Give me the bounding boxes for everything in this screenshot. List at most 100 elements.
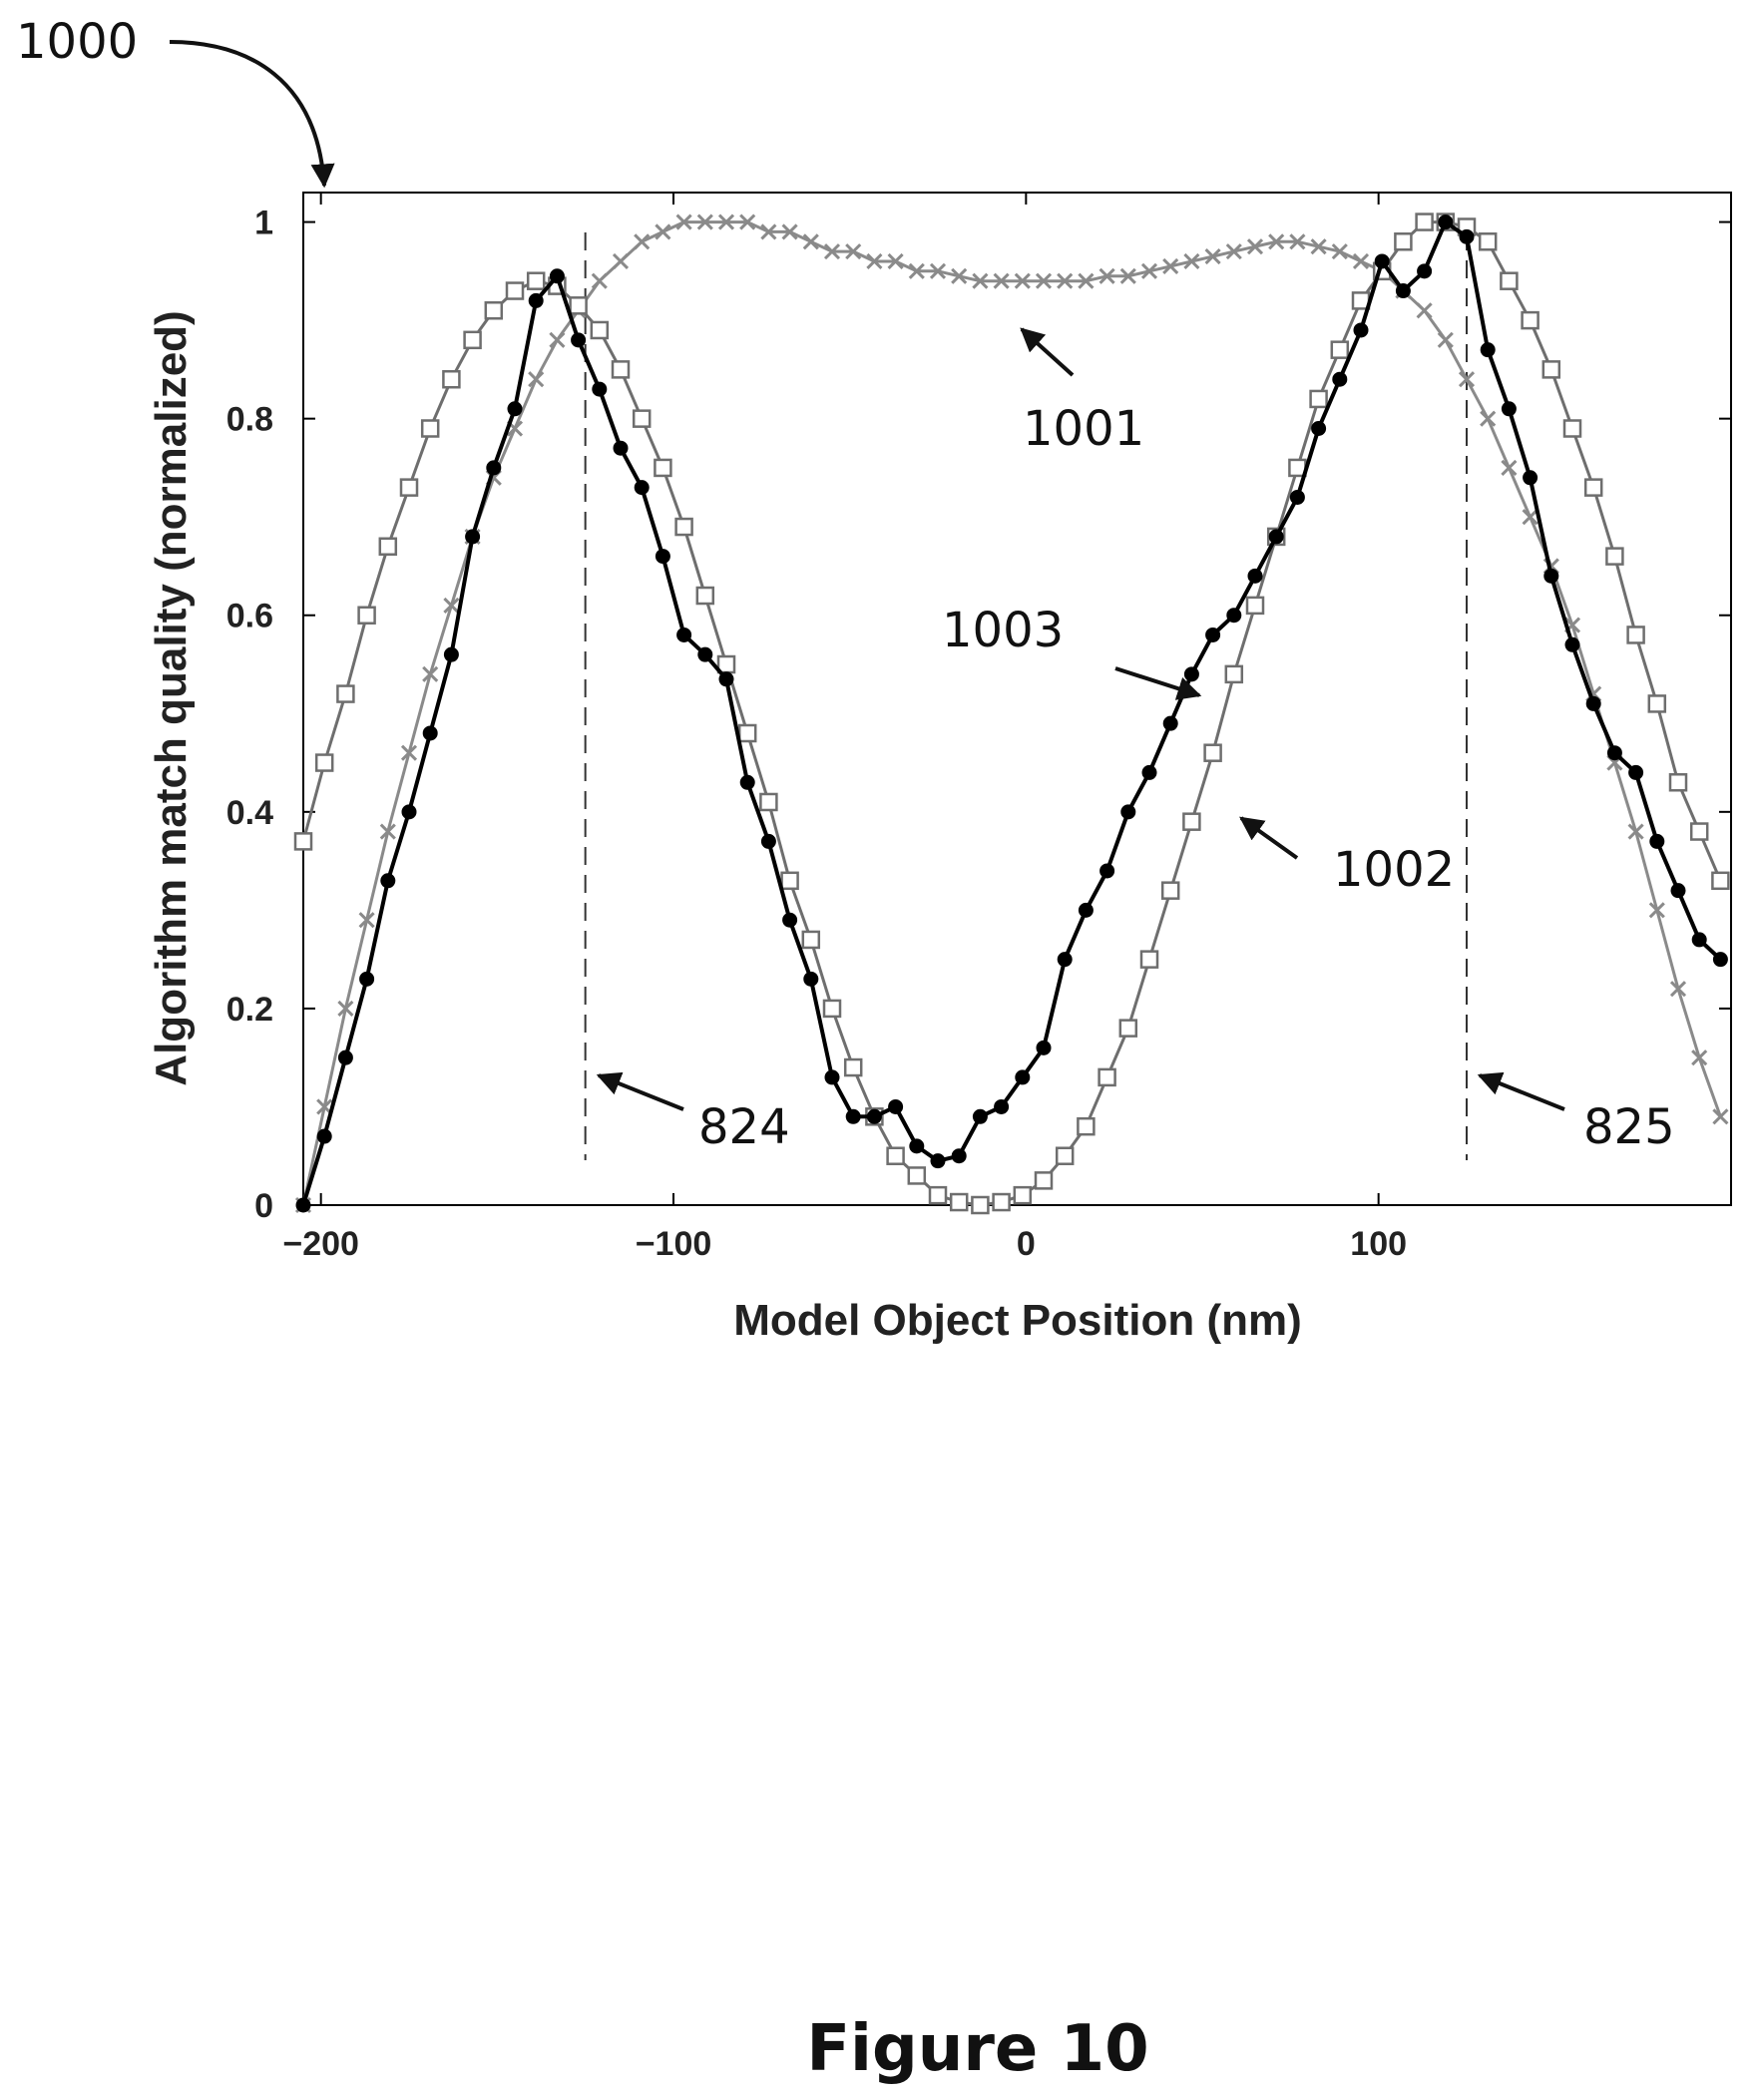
series-1002 [293, 212, 1730, 1215]
series-1002-point [1583, 478, 1603, 497]
series-1002-point [1415, 212, 1434, 231]
callout-825: 825 [1583, 1099, 1675, 1155]
series-1002-point [907, 1166, 927, 1185]
series-1001-point [929, 262, 947, 279]
y-tick-label: 0.6 [226, 598, 273, 635]
series-1003-point [1438, 214, 1454, 230]
series-1001-point [379, 823, 396, 840]
series-1002-point [1500, 271, 1519, 290]
series-1002-point [1139, 950, 1159, 969]
series-1001-point [908, 262, 925, 279]
series-1002-point [505, 281, 525, 300]
figure-caption: Figure 10 [806, 2012, 1148, 2086]
series-1003-point [718, 671, 734, 687]
series-1001-point [1204, 247, 1221, 265]
series-1003-point [845, 1108, 861, 1124]
y-tick-label: 0 [254, 1187, 273, 1225]
series-1001-point [1522, 509, 1538, 526]
series-1002-point [1055, 1146, 1075, 1165]
y-tick-label: 0.2 [226, 991, 273, 1029]
series-1003-point [337, 1050, 353, 1065]
series-1002-point [1245, 596, 1265, 616]
series-1001-point [1183, 252, 1200, 270]
series-1002-point [1013, 1185, 1033, 1205]
series-1001-point [1035, 272, 1053, 289]
series-1001-point [1119, 267, 1136, 284]
figure-ref-label: 1000 [16, 14, 138, 70]
series-1002-point [1647, 694, 1667, 713]
series-1002-point [1668, 773, 1688, 792]
series-1002-point [1711, 871, 1730, 891]
series-1003-point [1099, 863, 1115, 879]
series-1002-point [759, 792, 778, 812]
series-1002-point [1182, 812, 1201, 831]
series-1003-point [592, 381, 608, 397]
series-1002-point [442, 369, 461, 389]
series-1001-point [951, 267, 968, 284]
series-1001-point [1331, 243, 1348, 260]
series-1002-point [822, 999, 842, 1019]
series-1003-point [1543, 568, 1559, 584]
series-1002-point [843, 1057, 863, 1077]
series-1002-point [1077, 1116, 1096, 1136]
series-1003-point [1311, 421, 1327, 437]
series-1003-point [888, 1098, 904, 1114]
series-1002-point [1160, 881, 1180, 900]
series-1003-point [1459, 228, 1475, 244]
series-1002-point [484, 301, 504, 320]
series-1001-point [358, 912, 375, 929]
x-tick-label: 0 [1017, 1225, 1036, 1263]
series-1002-point [737, 723, 757, 743]
series-1002-point [1541, 360, 1561, 379]
series-1003-point [613, 440, 629, 456]
series-1001-point [1310, 238, 1327, 255]
series-1003-point [655, 549, 670, 565]
callout-1003: 1003 [942, 603, 1064, 658]
series-1002-point [569, 296, 588, 315]
series-1003-point [1183, 666, 1199, 682]
series-1001-point [549, 331, 566, 348]
series-1003-point [1162, 715, 1178, 731]
series-1002-point [1034, 1171, 1054, 1190]
series-1001-point [802, 233, 819, 250]
series-1002-point [1689, 822, 1709, 841]
series-1003-point [549, 268, 565, 284]
callout-1003-arrow [1114, 666, 1202, 700]
series-1003-point [1670, 883, 1686, 899]
series-1001-point [634, 233, 651, 250]
series-1003-point [1078, 902, 1094, 918]
series-1001-point [1057, 272, 1074, 289]
series-1003-point [909, 1138, 925, 1154]
series-1001-point [1669, 981, 1687, 998]
series-1003-point [1628, 764, 1644, 780]
series-1003-point [866, 1108, 882, 1124]
series-1003-point [486, 460, 502, 476]
series-1003-point [1501, 401, 1517, 417]
series-1003-point [359, 971, 375, 987]
series-1003-point [634, 480, 650, 496]
series-1003-point [1120, 804, 1136, 820]
callout-1002-arrow [1239, 816, 1299, 860]
series-1003-point [1332, 371, 1348, 387]
series-1003-point [1353, 322, 1369, 338]
series-1003-point [1247, 568, 1263, 584]
series-1003-point [1226, 608, 1242, 624]
y-tick-label: 0.8 [226, 401, 273, 439]
series-1002-point [1118, 1019, 1138, 1038]
series-1001-point [1712, 1108, 1729, 1125]
series-1001-line [301, 220, 1722, 1206]
series-1002-point [1626, 626, 1645, 644]
series-1001 [294, 213, 1729, 1214]
series-1003-point [1205, 627, 1221, 642]
series-1001-point [993, 272, 1010, 289]
series-1002-point [971, 1195, 990, 1215]
series-1001-point [760, 223, 777, 240]
series-1002-point [654, 458, 672, 478]
series-1003-point [1649, 833, 1665, 849]
series-1001-point [1501, 459, 1518, 476]
series-1003-point [1606, 745, 1622, 761]
series-1003-point [676, 627, 692, 642]
series-1003-point [507, 401, 523, 417]
y-axis-title: Algorithm match quality (normalized) [147, 310, 196, 1085]
